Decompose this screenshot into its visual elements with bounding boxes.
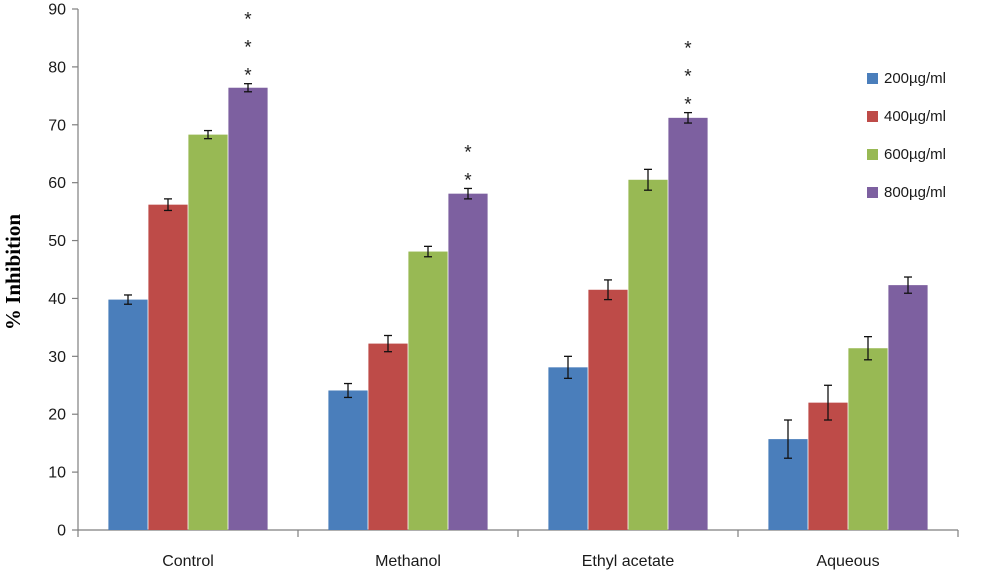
legend-label: 600µg/ml	[884, 146, 946, 163]
bar	[148, 204, 188, 531]
legend-label: 200µg/ml	[884, 70, 946, 87]
bar	[588, 289, 628, 530]
significance-star: *	[244, 10, 252, 31]
bar	[328, 390, 368, 530]
y-axis-label: % Inhibition	[1, 214, 25, 330]
bar	[888, 285, 928, 530]
significance-star: *	[244, 66, 252, 87]
significance-star: *	[684, 95, 692, 116]
bar	[408, 251, 448, 530]
significance-star: *	[244, 38, 252, 59]
y-tick-label: 80	[48, 59, 66, 76]
x-tick-label: Control	[162, 553, 214, 570]
legend-swatch	[867, 149, 878, 160]
significance-star: *	[684, 67, 692, 88]
legend-swatch	[867, 187, 878, 198]
legend-label: 400µg/ml	[884, 108, 946, 125]
y-tick-label: 40	[48, 291, 66, 308]
legend-label: 800µg/ml	[884, 184, 946, 201]
significance-star: *	[464, 142, 472, 163]
bar	[228, 87, 268, 531]
y-tick-label: 30	[48, 349, 66, 366]
bar	[548, 367, 588, 530]
y-tick-label: 0	[57, 523, 66, 540]
bar	[368, 343, 408, 530]
y-tick-label: 60	[48, 175, 66, 192]
bar	[448, 193, 488, 530]
bars: * * * * * * * *	[108, 10, 928, 531]
legend-swatch	[867, 73, 878, 84]
y-tick-label: 20	[48, 407, 66, 424]
significance-star: *	[464, 170, 472, 191]
significance-star: *	[684, 39, 692, 60]
bar	[668, 117, 708, 530]
y-tick-label: 90	[48, 2, 66, 19]
bar	[848, 348, 888, 530]
y-tick-label: 10	[48, 465, 66, 482]
x-tick-label: Ethyl acetate	[582, 553, 675, 570]
bar	[628, 179, 668, 530]
legend: 200µg/ml 400µg/ml 600µg/ml 800µg/ml	[867, 70, 946, 201]
y-tick-label: 70	[48, 117, 66, 134]
x-tick-label: Aqueous	[816, 553, 879, 570]
bar	[808, 402, 848, 530]
legend-swatch	[867, 111, 878, 122]
x-tick-label: Methanol	[375, 553, 441, 570]
bar	[188, 134, 228, 530]
y-tick-label: 50	[48, 233, 66, 250]
bar	[108, 299, 148, 530]
